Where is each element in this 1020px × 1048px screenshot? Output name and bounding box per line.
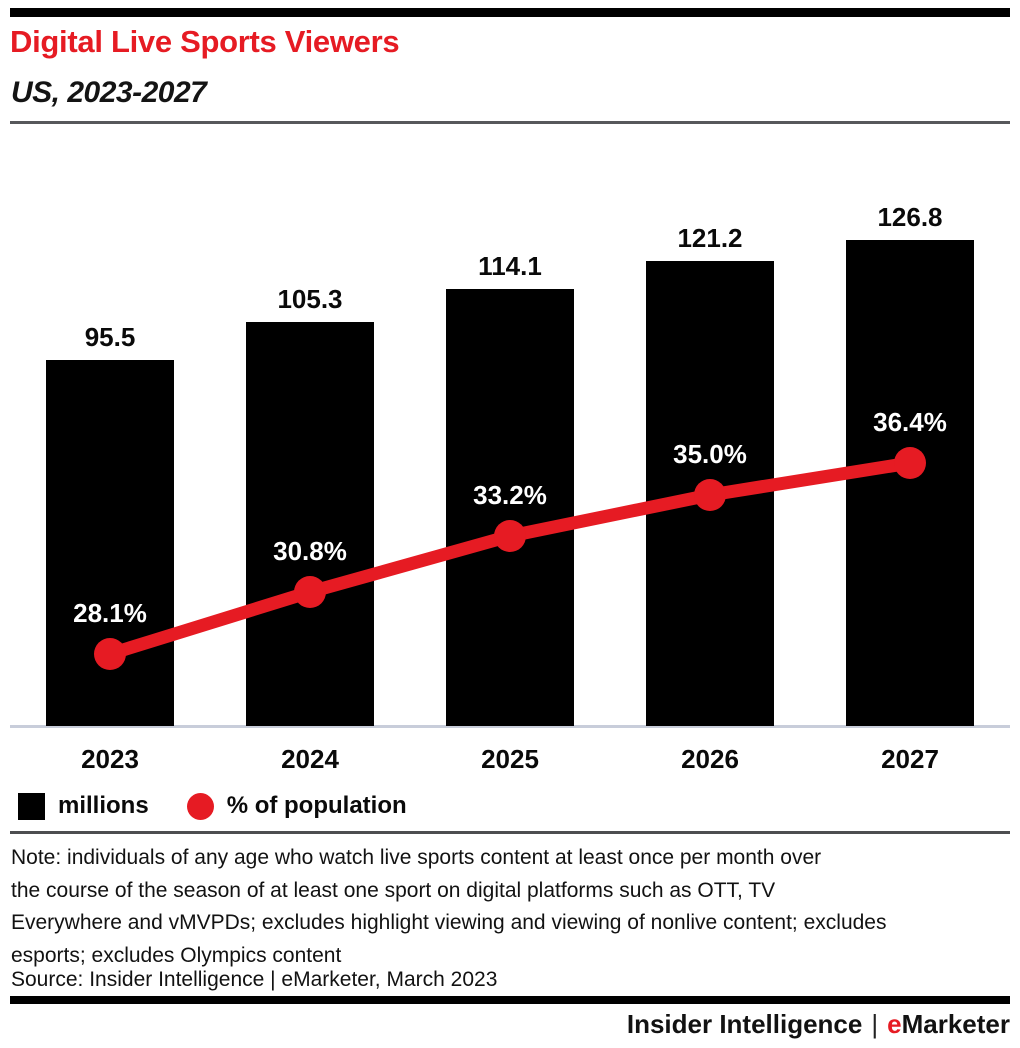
note-line-2: the course of the season of at least one… [11,878,776,902]
millions-swatch-icon [18,792,45,820]
data-point-dot-2024 [294,576,326,608]
footer-brand-marketer: Marketer [901,1009,1010,1039]
chart-title: Digital Live Sports Viewers [10,24,400,59]
year-label-2026: 2026 [681,744,739,774]
data-point-dot-2026 [694,479,726,511]
chart-subtitle: US, 2023-2027 [11,76,207,109]
bar-2024 [246,322,374,726]
legend-label-population: % of population [226,792,407,819]
header-divider [10,121,1010,124]
year-label-2027: 2027 [881,744,939,774]
note-text: Note: individuals of any age who watch l… [11,842,1015,972]
source-text: Source: Insider Intelligence | eMarketer… [11,968,498,991]
note-line-4: esports; excludes Olympics content [11,943,342,967]
bar-2025 [446,289,574,726]
population-line-series [94,447,926,670]
footer-brand-insider: Insider Intelligence [626,1009,863,1039]
pct-label-2024: 30.8% [273,536,347,566]
year-label-2025: 2025 [481,744,539,774]
year-label-2024: 2024 [281,744,339,774]
bar-value-label-2025: 114.1 [478,251,542,281]
legend-label-millions: millions [58,792,149,819]
top-divider-bar [10,8,1010,17]
pct-label-2026: 35.0% [673,439,747,469]
bottom-divider-bar [10,996,1010,1004]
note-line-3: Everywhere and vMVPDs; excludes highligh… [11,911,887,934]
x-axis-line [10,725,1010,728]
data-point-dot-2027 [894,447,926,479]
legend: millions % of population [18,791,407,821]
data-point-dot-2025 [494,520,526,552]
note-line-1: Note: individuals of any age who watch l… [11,846,822,869]
data-point-dot-2023 [94,638,126,670]
footer-brand-e: e [887,1009,902,1039]
population-swatch-icon [186,792,214,820]
pct-label-2025: 33.2% [473,480,547,510]
bar-value-label-2026: 121.2 [677,223,743,253]
pct-label-2027: 36.4% [873,407,947,437]
bar-value-label-2023: 95.5 [84,322,136,352]
footer-branding: Insider Intelligence | eMarketer [627,1009,1010,1040]
note-divider [10,831,1010,834]
bar-value-label-2024: 105.3 [277,284,343,314]
year-label-2023: 2023 [81,744,139,774]
bar-value-label-2027: 126.8 [877,202,943,232]
chart-area: 95.5 2023 105.3 2024 114.1 2025 121.2 2026 126.8… [10,140,1010,780]
bar-2027 [846,240,974,726]
pct-label-2023: 28.1% [73,598,147,628]
footer-separator: | [871,1009,879,1039]
